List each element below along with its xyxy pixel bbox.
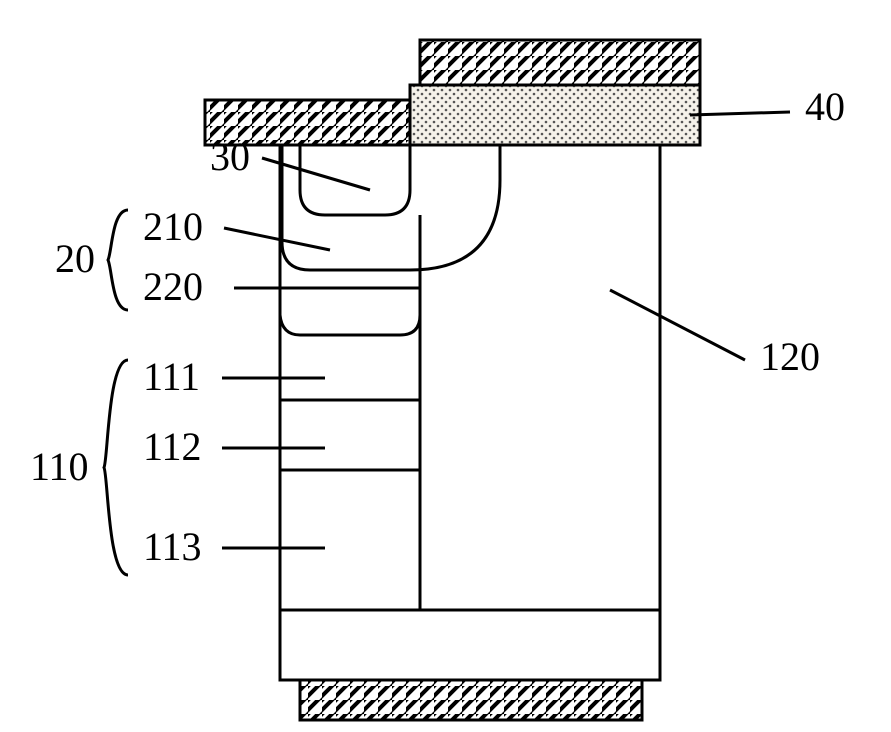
- bottom-electrode: [300, 680, 642, 720]
- leader-to40: [690, 112, 790, 115]
- label-40: 40: [805, 84, 845, 129]
- label-111: 111: [143, 354, 200, 399]
- label-110: 110: [30, 444, 89, 489]
- label-210: 210: [143, 204, 203, 249]
- region-40: [410, 85, 700, 145]
- label-112: 112: [143, 424, 202, 469]
- label-20: 20: [55, 236, 95, 281]
- label-113: 113: [143, 524, 202, 569]
- top-electrode-right: [420, 40, 700, 85]
- label-30: 30: [210, 134, 250, 179]
- brace-110: [104, 360, 128, 575]
- brace-20: [108, 210, 128, 310]
- label-220: 220: [143, 264, 203, 309]
- device-body: [280, 145, 660, 680]
- label-120: 120: [760, 334, 820, 379]
